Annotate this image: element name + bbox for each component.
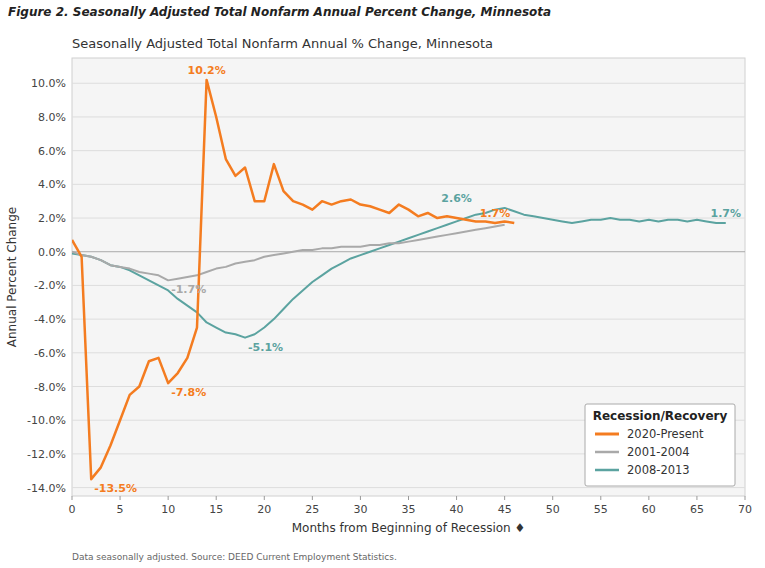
- grid-line: [72, 83, 745, 84]
- x-axis: 0 5 10 15 20 25 30 35 40 45 50 55 60 65 70: [69, 496, 753, 516]
- x-axis-label: Months from Beginning of Recession ♦: [292, 521, 525, 535]
- x-tick-label: 35: [402, 503, 416, 516]
- x-tick: [648, 496, 649, 500]
- annotation: -13.5%: [94, 482, 137, 495]
- legend-swatch: [595, 469, 619, 472]
- legend: Recession/Recovery 2020-Present 2001-2004 2…: [585, 404, 735, 486]
- x-tick-label: 25: [305, 503, 319, 516]
- y-tick-label: 6.0%: [38, 145, 66, 158]
- y-tick-label: -4.0%: [34, 313, 66, 326]
- x-tick-label: 10: [161, 503, 175, 516]
- grid-line: [72, 352, 745, 353]
- legend-entry: 2008-2013: [627, 463, 690, 477]
- x-tick: [408, 496, 409, 500]
- y-axis: -14.0% -12.0% -10.0% -8.0% -6.0% -4.0% -2.0% 0.…: [27, 77, 745, 494]
- annotation: -1.7%: [171, 283, 206, 296]
- x-tick: [745, 496, 746, 500]
- y-tick-label: -12.0%: [27, 448, 66, 461]
- grid-line: [72, 218, 745, 219]
- y-tick-label: -2.0%: [34, 279, 66, 292]
- figure-title: Figure 2. Seasonally Adjusted Total Nonf…: [8, 5, 551, 19]
- x-tick: [120, 496, 121, 500]
- chart-title: Seasonally Adjusted Total Nonfarm Annual…: [72, 36, 493, 51]
- grid-line: [72, 150, 745, 151]
- x-tick-label: 0: [69, 503, 76, 516]
- grid-line: [72, 184, 745, 185]
- x-tick-label: 70: [738, 503, 752, 516]
- legend-entry: 2020-Present: [627, 427, 704, 441]
- y-tick-label: -6.0%: [34, 347, 66, 360]
- y-tick-label: 10.0%: [31, 77, 66, 90]
- legend-swatch: [595, 433, 619, 436]
- x-tick-label: 20: [257, 503, 271, 516]
- annotations: -13.5% -7.8% 10.2% -1.7% -5.1% 2.6% 1.7% 1.7%: [94, 64, 741, 495]
- grid-line: [72, 487, 745, 488]
- y-tick-label: -10.0%: [27, 414, 66, 427]
- series-line: [72, 225, 505, 281]
- x-tick: [600, 496, 601, 500]
- legend-swatch: [595, 451, 619, 454]
- y-tick-label: 4.0%: [38, 178, 66, 191]
- x-tick: [696, 496, 697, 500]
- series-line: [72, 80, 514, 479]
- y-tick-label: -14.0%: [27, 482, 66, 495]
- grid-line: [72, 116, 745, 117]
- x-tick-label: 50: [546, 503, 560, 516]
- x-tick: [264, 496, 265, 500]
- plot-area: [72, 58, 745, 496]
- footnote: Data seasonally adjusted. Source: DEED C…: [72, 552, 397, 562]
- x-tick: [72, 496, 73, 500]
- x-tick-label: 55: [594, 503, 608, 516]
- chart: Figure 2. Seasonally Adjusted Total Nonf…: [0, 0, 765, 568]
- y-tick-label: 8.0%: [38, 111, 66, 124]
- legend-title: Recession/Recovery: [593, 409, 728, 423]
- grid-line: [72, 319, 745, 320]
- x-tick: [360, 496, 361, 500]
- x-tick-label: 65: [690, 503, 704, 516]
- x-tick-label: 40: [450, 503, 464, 516]
- x-tick-label: 60: [642, 503, 656, 516]
- legend-entry: 2001-2004: [627, 445, 690, 459]
- x-tick: [504, 496, 505, 500]
- annotation: 10.2%: [188, 64, 226, 77]
- x-tick-label: 5: [117, 503, 124, 516]
- x-tick: [312, 496, 313, 500]
- y-tick-label: 2.0%: [38, 212, 66, 225]
- annotation: 1.7%: [711, 207, 742, 220]
- annotation: -7.8%: [171, 386, 206, 399]
- y-tick-label: 0.0%: [38, 246, 66, 259]
- legend-box: [585, 404, 735, 486]
- x-tick: [456, 496, 457, 500]
- y-axis-label: Annual Percent Change: [5, 207, 19, 347]
- x-tick: [216, 496, 217, 500]
- annotation: -5.1%: [248, 341, 283, 354]
- x-tick-label: 30: [353, 503, 367, 516]
- grid-line: [72, 251, 745, 252]
- x-tick-label: 45: [498, 503, 512, 516]
- x-tick: [168, 496, 169, 500]
- annotation: 1.7%: [480, 207, 511, 220]
- y-tick-label: -8.0%: [34, 381, 66, 394]
- series-line: [72, 208, 726, 338]
- x-tick-label: 15: [209, 503, 223, 516]
- annotation: 2.6%: [441, 192, 472, 205]
- x-tick: [552, 496, 553, 500]
